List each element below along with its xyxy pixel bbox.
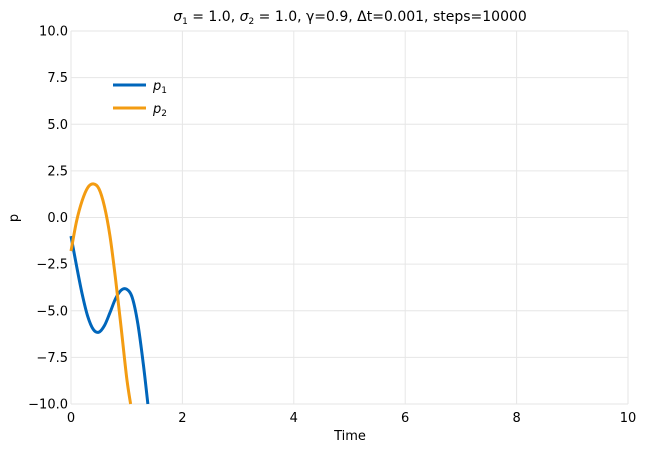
y-tick-label: 0.0	[47, 211, 68, 226]
series-line-p2	[69, 182, 133, 405]
grid	[70, 30, 629, 405]
x-tick-label: 6	[401, 411, 409, 426]
x-tick-label: 2	[178, 411, 186, 426]
x-tick-label: 10	[620, 411, 637, 426]
y-tick-label: −7.5	[36, 351, 68, 366]
legend: p1 p2	[113, 79, 167, 119]
series-layer	[69, 182, 150, 405]
tick-labels: 0 2 4 6 8 10 −10.0 −7.5 −5.0 −2.5 0.0 2.5 5.0 7.5 10.0	[28, 25, 636, 427]
x-tick-label: 8	[512, 411, 520, 426]
y-axis-label: p	[7, 214, 22, 222]
x-tick-label: 0	[67, 411, 75, 426]
chart-title: σ1 = 1.0, σ2 = 1.0, γ=0.9, Δt=0.001, ste…	[173, 9, 527, 27]
x-tick-label: 4	[290, 411, 298, 426]
y-tick-label: −5.0	[36, 304, 68, 319]
y-tick-label: −2.5	[36, 258, 68, 273]
x-axis-label: Time	[333, 429, 366, 444]
legend-label-p2: p2	[152, 102, 167, 119]
y-tick-label: −10.0	[28, 398, 68, 413]
y-tick-label: 10.0	[39, 25, 68, 40]
y-tick-label: 7.5	[47, 71, 68, 86]
legend-label-p1: p1	[152, 79, 167, 96]
y-tick-label: 2.5	[47, 164, 68, 179]
series-line-p1	[69, 235, 150, 405]
y-tick-label: 5.0	[47, 118, 68, 133]
